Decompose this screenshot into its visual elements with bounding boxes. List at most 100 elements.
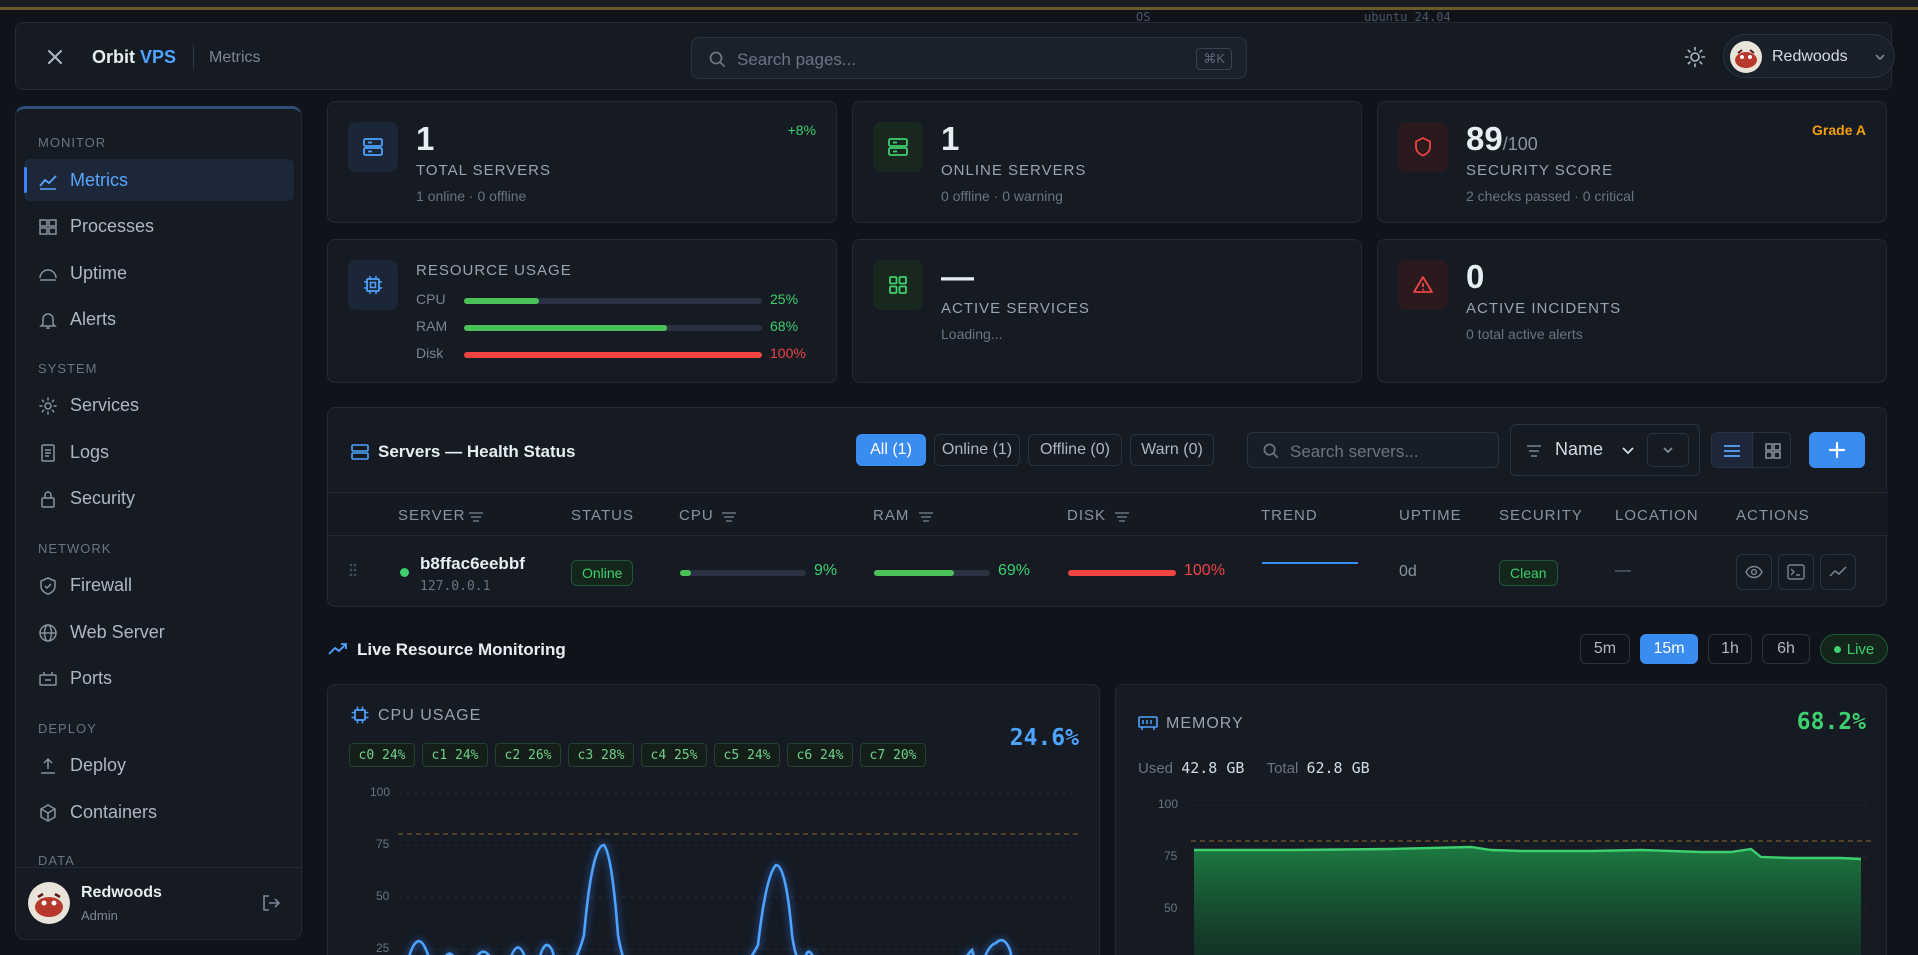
sort-lines-icon[interactable] — [468, 511, 484, 523]
warning-icon — [1398, 260, 1448, 310]
cpu-icon — [351, 706, 369, 724]
core-chip: c0 24% — [349, 743, 415, 767]
core-chip: c6 24% — [787, 743, 853, 767]
range-5m-button[interactable]: 5m — [1580, 634, 1630, 664]
status-badge: Online — [571, 560, 634, 586]
view-button[interactable] — [1736, 554, 1772, 590]
resource-name: RAM — [416, 318, 448, 334]
ram-bar — [874, 570, 990, 576]
trend-sparkline — [1262, 562, 1358, 564]
active-services-label: ACTIVE SERVICES — [941, 300, 1090, 317]
sidebar-item-processes[interactable]: Processes — [24, 205, 294, 247]
column-header-cpu[interactable]: CPU — [679, 507, 714, 524]
sidebar-item-logs[interactable]: Logs — [24, 431, 294, 473]
page-search-input[interactable]: Search pages... ⌘K — [691, 37, 1247, 79]
progress-fill — [464, 298, 539, 304]
sidebar-item-services[interactable]: Services — [24, 384, 294, 426]
footer-user-name: Redwoods — [81, 884, 162, 901]
cpu-usage-title: CPU USAGE — [378, 707, 482, 724]
add-server-button[interactable] — [1809, 432, 1865, 468]
grid-view-button[interactable] — [1752, 433, 1790, 467]
cpu-value: 9% — [814, 562, 838, 579]
core-chip: c7 20% — [860, 743, 926, 767]
sort-lines-icon[interactable] — [1114, 511, 1130, 523]
column-header-trend: TREND — [1261, 507, 1318, 524]
sidebar-item-label: Services — [70, 395, 140, 415]
core-chip: c1 24% — [422, 743, 488, 767]
sidebar-item-alerts[interactable]: Alerts — [24, 298, 294, 340]
metrics-button[interactable] — [1820, 554, 1856, 590]
sidebar-item-deploy[interactable]: Deploy — [24, 744, 294, 786]
active-incidents-label: ACTIVE INCIDENTS — [1466, 300, 1622, 317]
drag-handle-icon[interactable] — [348, 562, 358, 578]
live-dot — [1833, 645, 1841, 653]
sidebar-item-ports[interactable]: Ports — [24, 657, 294, 699]
theme-toggle-sun-icon[interactable] — [1681, 43, 1709, 71]
grid-icon — [1764, 443, 1781, 459]
sidebar-item-uptime[interactable]: Uptime — [24, 252, 294, 294]
location-value: — — [1615, 562, 1631, 579]
chevron-down-icon[interactable] — [1621, 445, 1635, 457]
server-name[interactable]: b8ffac6eebbf — [420, 554, 525, 573]
gauge-icon — [39, 269, 57, 281]
sort-direction-button[interactable] — [1647, 433, 1689, 467]
avatar — [28, 882, 70, 924]
range-15m-button[interactable]: 15m — [1640, 634, 1698, 664]
table-row[interactable]: b8ffac6eebbf 127.0.0.1 Online 9% 69% 100… — [328, 536, 1888, 606]
section-title-system: SYSTEM — [38, 361, 98, 376]
list-icon — [1724, 445, 1740, 457]
sort-lines-icon[interactable] — [918, 511, 934, 523]
servers-title: Servers — Health Status — [378, 442, 576, 461]
section-title-monitor: MONITOR — [38, 135, 107, 150]
cpu-line-chart — [398, 792, 1078, 955]
resource-name: Disk — [416, 345, 444, 361]
user-name: Redwoods — [1772, 48, 1848, 65]
sort-field-select[interactable]: Name — [1555, 439, 1604, 459]
range-6h-button[interactable]: 6h — [1762, 634, 1810, 664]
progress-track — [464, 352, 762, 358]
range-1h-button[interactable]: 1h — [1708, 634, 1752, 664]
sort-lines-icon[interactable] — [721, 511, 737, 523]
filter-warn[interactable]: Warn (0) — [1130, 434, 1214, 466]
server-search-input[interactable]: Search servers... — [1247, 432, 1499, 468]
section-title-data: DATA — [38, 853, 75, 868]
card-total-servers: 1 TOTAL SERVERS 1 online · 0 offline +8% — [327, 101, 837, 223]
column-header-disk[interactable]: DISK — [1067, 507, 1107, 524]
user-menu[interactable]: Redwoods — [1723, 34, 1895, 78]
column-header-ram[interactable]: RAM — [873, 507, 910, 524]
lock-icon — [41, 491, 55, 508]
search-icon — [1263, 443, 1278, 458]
progress-track — [464, 325, 762, 331]
core-chip: c3 28% — [568, 743, 634, 767]
logout-icon[interactable] — [260, 892, 282, 914]
column-header-server[interactable]: SERVER — [398, 507, 466, 524]
brand-logo[interactable]: Orbit VPS — [92, 47, 176, 68]
sidebar-item-security[interactable]: Security — [24, 477, 294, 519]
progress-fill — [464, 325, 667, 331]
terminal-button[interactable] — [1778, 554, 1814, 590]
close-icon[interactable] — [42, 44, 68, 70]
filter-online[interactable]: Online (1) — [934, 434, 1020, 466]
sidebar-item-containers[interactable]: Containers — [24, 791, 294, 833]
active-services-value: — — [941, 258, 974, 295]
column-header-location: LOCATION — [1615, 507, 1699, 524]
sidebar-item-metrics[interactable]: Metrics — [24, 159, 294, 201]
filter-offline[interactable]: Offline (0) — [1028, 434, 1122, 466]
memory-usage-summary: Used 42.8 GB Total 62.8 GB — [1138, 759, 1370, 777]
brand-accent: VPS — [140, 47, 177, 67]
filter-all[interactable]: All (1) — [856, 434, 926, 466]
live-label: Live — [1846, 640, 1875, 658]
grid-icon — [39, 219, 57, 235]
table-header: SERVER STATUS CPU RAM DISK TREND UPTIME … — [328, 492, 1888, 536]
total-servers-value: 1 — [416, 120, 435, 157]
active-incidents-sub: 0 total active alerts — [1466, 326, 1583, 342]
y-tick: 100 — [1158, 797, 1179, 811]
disk-bar-fill — [1068, 570, 1176, 576]
list-view-button[interactable] — [1712, 433, 1752, 467]
sidebar-item-web-server[interactable]: Web Server — [24, 611, 294, 653]
sidebar-item-firewall[interactable]: Firewall — [24, 564, 294, 606]
breadcrumb: Metrics — [209, 49, 261, 66]
score-suffix: /100 — [1502, 134, 1538, 154]
sidebar-item-label: Logs — [70, 442, 110, 462]
memory-value: 68.2% — [1796, 709, 1866, 735]
